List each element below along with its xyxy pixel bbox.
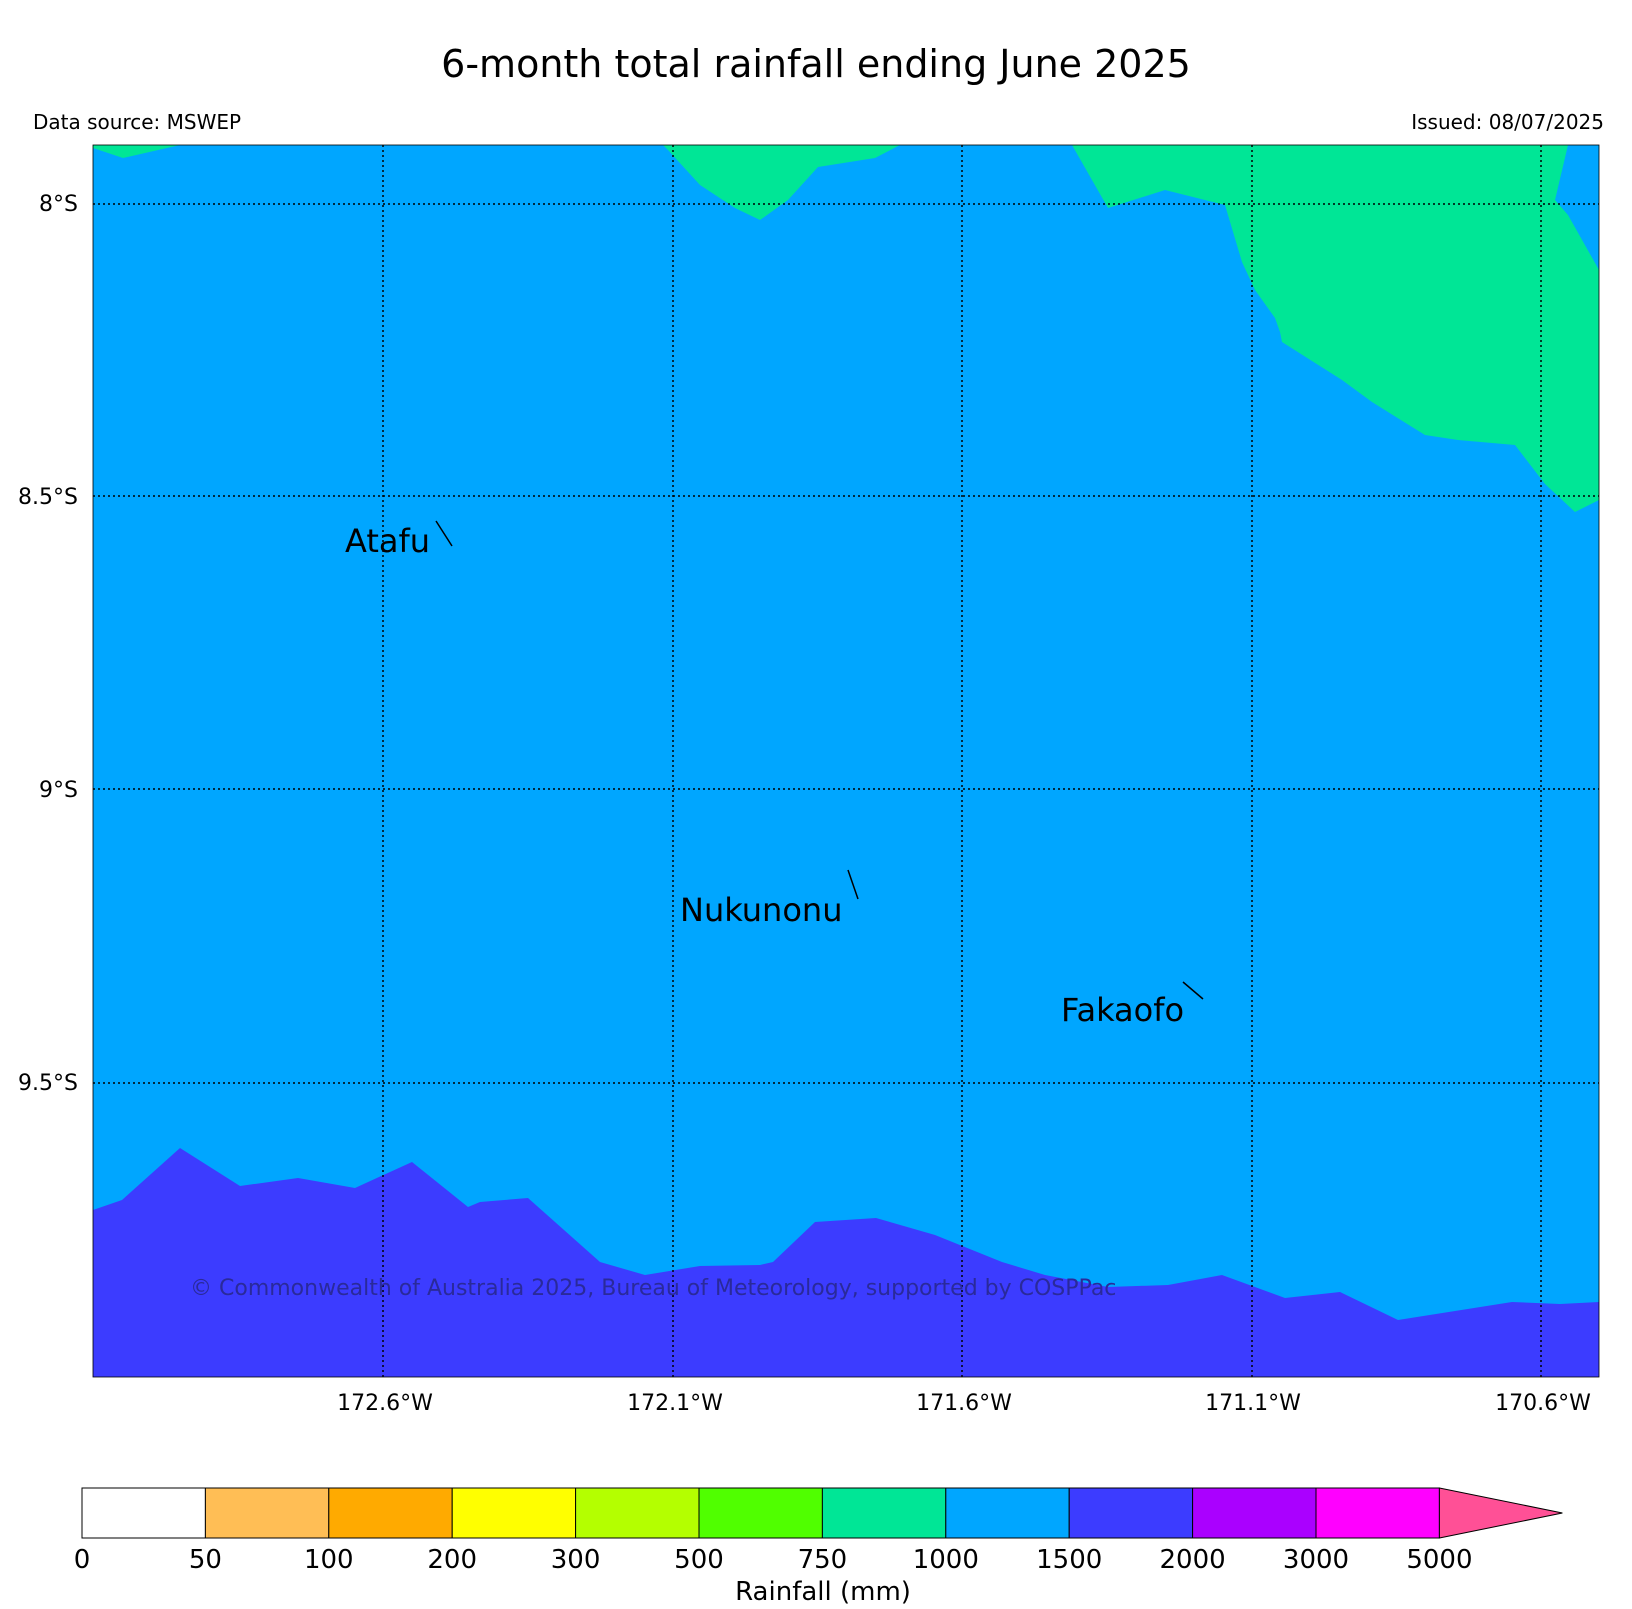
map-border bbox=[92, 144, 1600, 1378]
copyright-notice: © Commonwealth of Australia 2025, Bureau… bbox=[190, 1276, 1116, 1301]
region-750-1000-n bbox=[663, 145, 900, 220]
colorbar: 0 50 100 200 300 500 750 1000 1500 2000 3000 5000 bbox=[74, 1487, 1563, 1575]
region-750-1000-ne bbox=[1072, 145, 1599, 512]
place-label-fakaofo: Fakaofo bbox=[1061, 991, 1184, 1029]
colorbar-label: Rainfall (mm) bbox=[735, 1577, 911, 1607]
lat-label-9s: 9°S bbox=[39, 778, 78, 803]
map-plot-area bbox=[93, 145, 1599, 1377]
colorbar-tick-label: 5000 bbox=[1406, 1545, 1472, 1575]
colorbar-tick-label: 300 bbox=[551, 1545, 601, 1575]
lat-label-8s: 8°S bbox=[39, 192, 78, 217]
colorbar-extend-arrow bbox=[1438, 1487, 1563, 1539]
lon-label-171-6w: 171.6°W bbox=[916, 1391, 1012, 1416]
place-label-nukunonu: Nukunonu bbox=[680, 891, 842, 929]
colorbar-tick-label: 750 bbox=[798, 1545, 848, 1575]
colorbar-tick-label: 3000 bbox=[1283, 1545, 1349, 1575]
colorbar-segment bbox=[1315, 1487, 1440, 1539]
nukunonu-marker bbox=[847, 869, 859, 900]
fakaofo-marker bbox=[1182, 981, 1204, 1000]
lon-label-171-1w: 171.1°W bbox=[1205, 1391, 1301, 1416]
colorbar-tick-label: 2000 bbox=[1160, 1545, 1226, 1575]
colorbar-segment bbox=[1192, 1487, 1317, 1539]
lat-label-9-5s: 9.5°S bbox=[18, 1071, 78, 1096]
colorbar-tick-label: 1000 bbox=[913, 1545, 979, 1575]
colorbar-tick-label: 1500 bbox=[1036, 1545, 1102, 1575]
colorbar-segment bbox=[821, 1487, 947, 1539]
colorbar-segment bbox=[328, 1487, 453, 1539]
lat-label-8-5s: 8.5°S bbox=[18, 485, 78, 510]
lon-label-172-6w: 172.6°W bbox=[337, 1391, 433, 1416]
colorbar-segment bbox=[945, 1487, 1070, 1539]
region-750-1000-nw bbox=[93, 145, 180, 158]
colorbar-tick-label: 100 bbox=[304, 1545, 354, 1575]
lon-label-172-1w: 172.1°W bbox=[627, 1391, 723, 1416]
data-source-label: Data source: MSWEP bbox=[33, 110, 242, 134]
colorbar-segment bbox=[81, 1487, 206, 1539]
colorbar-tick-label: 50 bbox=[189, 1545, 222, 1575]
graticule bbox=[93, 145, 1599, 1377]
lon-label-170-6w: 170.6°W bbox=[1495, 1391, 1591, 1416]
colorbar-tick-label: 200 bbox=[427, 1545, 477, 1575]
colorbar-tick-label: 0 bbox=[74, 1545, 91, 1575]
colorbar-segment bbox=[698, 1487, 823, 1539]
region-1500-2000 bbox=[93, 1148, 1599, 1377]
colorbar-segment bbox=[575, 1487, 700, 1539]
colorbar-segment bbox=[1068, 1487, 1194, 1539]
place-label-atafu: Atafu bbox=[345, 522, 430, 560]
atafu-marker bbox=[435, 520, 453, 547]
colorbar-segment bbox=[204, 1487, 330, 1539]
colorbar-tick-label: 500 bbox=[674, 1545, 724, 1575]
map-title: 6-month total rainfall ending June 2025 bbox=[441, 42, 1191, 86]
issued-date-label: Issued: 08/07/2025 bbox=[1411, 110, 1604, 134]
colorbar-segment bbox=[451, 1487, 577, 1539]
